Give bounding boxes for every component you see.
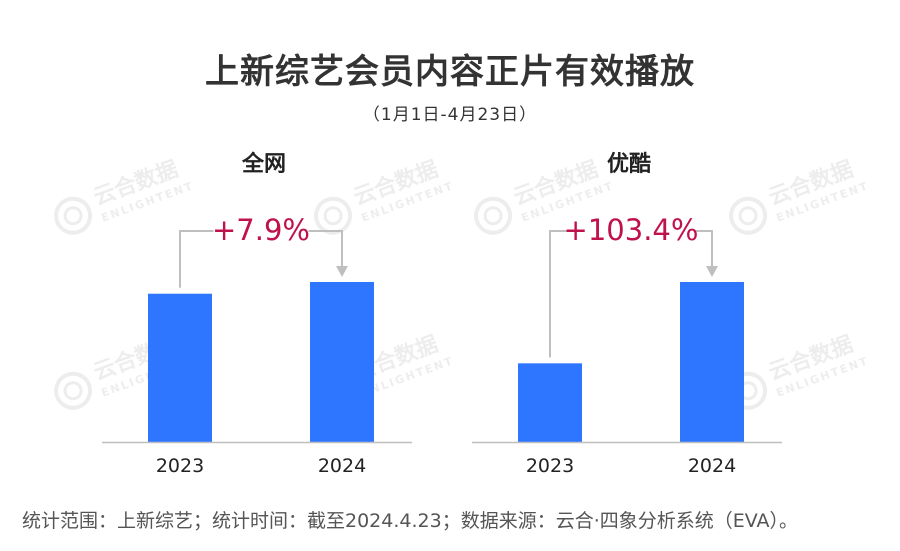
tick-label-2023: 2023 xyxy=(526,455,574,477)
connector-left xyxy=(179,230,214,288)
connector-arrowhead xyxy=(336,266,348,277)
chart-title: 上新综艺会员内容正片有效播放 xyxy=(205,52,695,92)
bar-2024 xyxy=(680,282,744,442)
tick-label-2024: 2024 xyxy=(688,455,736,477)
tick-label-2023: 2023 xyxy=(156,455,204,477)
connector-right xyxy=(693,230,713,268)
footer-note: 统计范围：上新综艺；统计时间：截至2024.4.23；数据来源：云合·四象分析系… xyxy=(22,510,799,532)
bar-2024 xyxy=(310,282,374,442)
growth-label: +103.4% xyxy=(564,213,699,247)
connector-arrowhead xyxy=(706,266,718,277)
panel-title: 全网 xyxy=(241,151,286,177)
bar-2023 xyxy=(148,293,212,442)
panel-title: 优酷 xyxy=(607,151,651,177)
tick-label-2024: 2024 xyxy=(318,455,366,477)
bar-2023 xyxy=(518,363,582,442)
connector-left xyxy=(549,230,569,358)
growth-label: +7.9% xyxy=(212,213,310,247)
connector-right xyxy=(308,230,343,268)
chart-subtitle: （1月1日-4月23日） xyxy=(362,105,538,125)
